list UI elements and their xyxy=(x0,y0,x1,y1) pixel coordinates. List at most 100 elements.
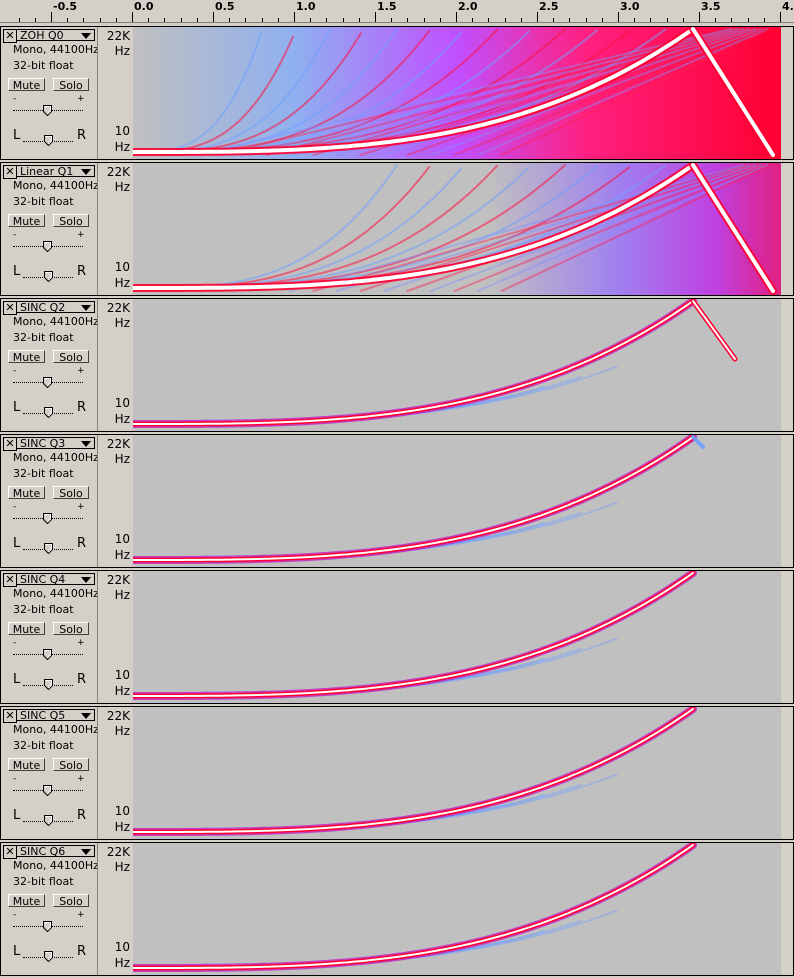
audio-track[interactable]: ✕ ZOH Q0 Mono, 44100Hz 32-bit float Mute Solo… xyxy=(0,26,794,162)
frequency-ruler[interactable]: 22K Hz 10 Hz xyxy=(97,435,134,567)
track-name-menu[interactable]: SINC Q3 xyxy=(16,437,95,449)
frequency-ruler[interactable]: 22K Hz 10 Hz xyxy=(97,707,134,839)
close-track-button[interactable]: ✕ xyxy=(3,709,17,723)
pan-slider-thumb[interactable] xyxy=(44,407,53,418)
pan-slider-thumb[interactable] xyxy=(44,679,53,690)
freq-top-label: 22K xyxy=(106,845,130,859)
ruler-minor-tick xyxy=(67,18,68,22)
ruler-label: 2.0 xyxy=(458,0,478,13)
gain-slider-thumb[interactable] xyxy=(43,241,52,252)
mute-button[interactable]: Mute xyxy=(8,758,45,772)
freq-top-unit: Hz xyxy=(114,860,130,874)
close-track-button[interactable]: ✕ xyxy=(3,573,17,587)
ruler-minor-tick xyxy=(699,18,700,22)
ruler-minor-tick xyxy=(359,18,360,22)
mute-button[interactable]: Mute xyxy=(8,894,45,908)
frequency-ruler[interactable]: 22K Hz 10 Hz xyxy=(97,299,134,431)
audio-track[interactable]: ✕ SINC Q4 Mono, 44100Hz 32-bit float Mute Sol… xyxy=(0,570,794,706)
audio-track[interactable]: ✕ SINC Q6 Mono, 44100Hz 32-bit float Mute Sol… xyxy=(0,842,794,978)
spectrogram-view[interactable] xyxy=(133,571,781,703)
close-track-button[interactable]: ✕ xyxy=(3,165,17,179)
mute-button[interactable]: Mute xyxy=(8,350,45,364)
track-name-label: Linear Q1 xyxy=(20,165,74,177)
freq-bottom-label: 10 xyxy=(114,260,130,274)
audio-track[interactable]: ✕ SINC Q3 Mono, 44100Hz 32-bit float Mute Sol… xyxy=(0,434,794,570)
mute-button[interactable]: Mute xyxy=(8,214,45,228)
track-bit-depth: 32-bit float xyxy=(13,875,74,888)
track-name-menu[interactable]: ZOH Q0 xyxy=(16,29,95,41)
spectrogram-view[interactable] xyxy=(133,299,781,431)
audio-track[interactable]: ✕ Linear Q1 Mono, 44100Hz 32-bit float Mute S… xyxy=(0,162,794,298)
mute-button[interactable]: Mute xyxy=(8,622,45,636)
track-name-menu[interactable]: SINC Q2 xyxy=(16,301,95,313)
solo-button[interactable]: Solo xyxy=(53,758,89,772)
track-name-menu[interactable]: SINC Q5 xyxy=(16,709,95,721)
spectrogram-view[interactable] xyxy=(133,843,781,975)
solo-button[interactable]: Solo xyxy=(53,622,89,636)
gain-slider-thumb[interactable] xyxy=(43,105,52,116)
time-ruler[interactable]: -0.5 0.0 0.5 1.0 1.5 2.0 2.5 3.0 3.5 4.0 xyxy=(0,0,794,23)
gain-min-label: - xyxy=(13,910,17,920)
pan-slider-thumb[interactable] xyxy=(44,951,53,962)
track-frame: ✕ ZOH Q0 Mono, 44100Hz 32-bit float Mute Solo… xyxy=(0,26,794,160)
gain-slider-thumb[interactable] xyxy=(43,377,52,388)
ruler-minor-tick xyxy=(116,18,117,22)
close-track-button[interactable]: ✕ xyxy=(3,29,17,43)
audio-track[interactable]: ✕ SINC Q5 Mono, 44100Hz 32-bit float Mute Sol… xyxy=(0,706,794,842)
solo-button[interactable]: Solo xyxy=(53,894,89,908)
frequency-ruler[interactable]: 22K Hz 10 Hz xyxy=(97,843,134,975)
close-track-button[interactable]: ✕ xyxy=(3,301,17,315)
ruler-tick xyxy=(294,12,295,22)
freq-bottom-label: 10 xyxy=(114,396,130,410)
mute-button[interactable]: Mute xyxy=(8,486,45,500)
fold-back-line xyxy=(691,163,775,293)
close-track-button[interactable]: ✕ xyxy=(3,845,17,859)
alias-harmonic xyxy=(453,164,765,292)
spectrogram-view[interactable] xyxy=(133,163,781,295)
gain-slider-thumb[interactable] xyxy=(43,785,52,796)
gain-slider-thumb[interactable] xyxy=(43,921,52,932)
spectrogram-view[interactable] xyxy=(133,707,781,839)
pan-right-label: R xyxy=(77,808,87,823)
pan-slider-thumb[interactable] xyxy=(44,815,53,826)
audio-track[interactable]: ✕ SINC Q2 Mono, 44100Hz 32-bit float Mute Sol… xyxy=(0,298,794,434)
chevron-down-icon xyxy=(81,169,91,175)
solo-button[interactable]: Solo xyxy=(53,78,89,92)
chirp-fundamental xyxy=(133,163,695,290)
track-frame: ✕ SINC Q3 Mono, 44100Hz 32-bit float Mute Sol… xyxy=(0,434,794,568)
track-frame: ✕ SINC Q4 Mono, 44100Hz 32-bit float Mute Sol… xyxy=(0,570,794,704)
solo-button[interactable]: Solo xyxy=(53,214,89,228)
gain-max-label: + xyxy=(77,774,85,784)
alias-harmonic xyxy=(500,164,771,292)
close-track-button[interactable]: ✕ xyxy=(3,437,17,451)
frequency-ruler[interactable]: 22K Hz 10 Hz xyxy=(97,27,134,159)
fold-back-line xyxy=(691,435,705,449)
spectrogram-view[interactable] xyxy=(133,435,781,567)
track-name-menu[interactable]: Linear Q1 xyxy=(16,165,95,177)
chevron-down-icon xyxy=(81,713,91,719)
track-name-menu[interactable]: SINC Q6 xyxy=(16,845,95,857)
track-control-panel: ✕ SINC Q6 Mono, 44100Hz 32-bit float Mute Sol… xyxy=(1,843,99,975)
ruler-label: 0.5 xyxy=(215,0,235,13)
frequency-ruler[interactable]: 22K Hz 10 Hz xyxy=(97,571,134,703)
chevron-down-icon xyxy=(81,33,91,39)
chirp-fundamental xyxy=(133,708,694,833)
pan-left-label: L xyxy=(13,264,21,279)
solo-button[interactable]: Solo xyxy=(53,350,89,364)
frequency-ruler[interactable]: 22K Hz 10 Hz xyxy=(97,163,134,295)
ruler-minor-tick xyxy=(650,18,651,22)
gain-slider-thumb[interactable] xyxy=(43,649,52,660)
pan-slider-thumb[interactable] xyxy=(44,271,53,282)
freq-top-unit: Hz xyxy=(114,180,130,194)
ruler-minor-tick xyxy=(83,18,84,22)
spectrogram-view[interactable] xyxy=(133,27,781,159)
pan-slider-thumb[interactable] xyxy=(44,135,53,146)
chirp-band xyxy=(133,435,696,563)
spectrogram-end-margin xyxy=(781,571,793,703)
solo-button[interactable]: Solo xyxy=(53,486,89,500)
pan-slider-thumb[interactable] xyxy=(44,543,53,554)
gain-max-label: + xyxy=(77,502,85,512)
track-name-menu[interactable]: SINC Q4 xyxy=(16,573,95,585)
mute-button[interactable]: Mute xyxy=(8,78,45,92)
gain-slider-thumb[interactable] xyxy=(43,513,52,524)
